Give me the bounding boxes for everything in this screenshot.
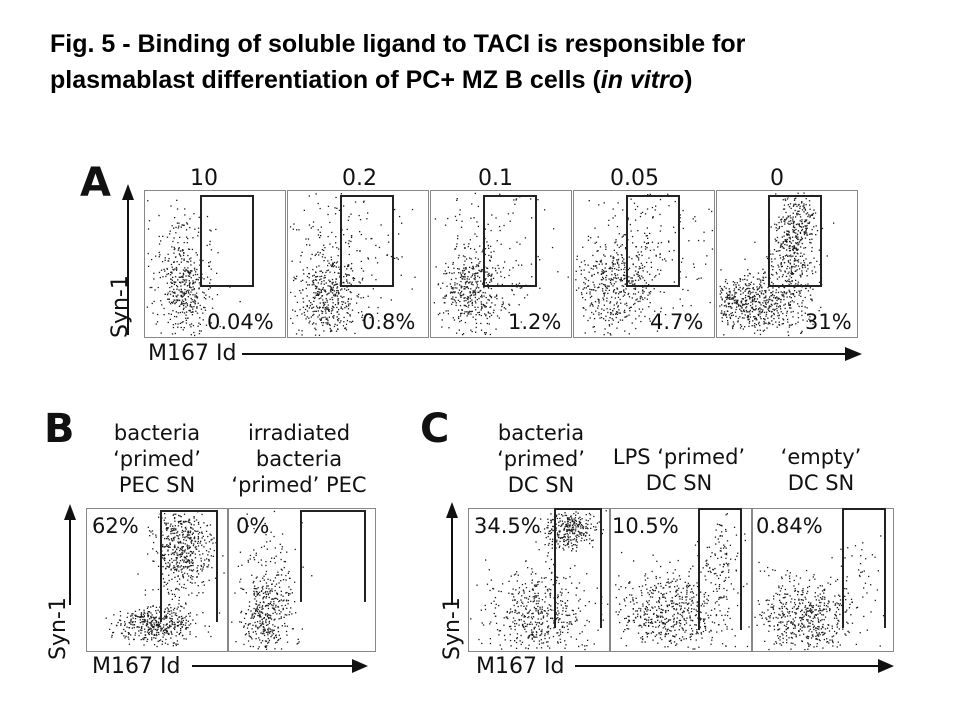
panel-c-condition-1-line3: DC SN (507, 473, 575, 497)
panel-b-x-arrowhead (352, 659, 368, 673)
panel-c-plot-2-dots (615, 513, 750, 650)
panel-a-gate-1 (200, 195, 254, 287)
panel-b-condition-2: irradiated bacteria ‘primed’ PEC (224, 420, 374, 498)
panel-c-y-arrowhead (446, 502, 458, 518)
panel-a-y-label: Syn-1 (108, 275, 133, 338)
panel-c-condition-3: ‘empty’ DC SN (756, 444, 886, 496)
panel-a-conc-2: 0.2 (342, 166, 377, 191)
panel-a-conc-3: 0.1 (478, 166, 513, 191)
panel-a-y-arrowhead (122, 184, 134, 200)
panel-b-condition-2-line3: ‘primed’ PEC (231, 473, 367, 497)
panel-c-condition-1-line1: bacteria (497, 421, 585, 445)
panel-a-pct-4: 4.7% (650, 310, 704, 334)
panel-c-pct-1: 34.5% (474, 514, 541, 538)
panel-b-condition-2-line2: bacteria (255, 447, 343, 471)
panel-b-condition-1-line1: bacteria (113, 421, 201, 445)
panel-c-condition-1: bacteria ‘primed’ DC SN (476, 420, 606, 498)
panel-b-gate-1 (160, 510, 218, 622)
panel-b-pct-2: 0% (236, 514, 270, 538)
panel-c-plot-2 (610, 508, 752, 652)
panel-a-plot-2 (287, 190, 429, 338)
panel-c-gate-1 (554, 508, 602, 628)
panel-b-condition-2-line1: irradiated (247, 421, 351, 445)
panel-a-gate-4 (626, 195, 680, 287)
figure-title: Fig. 5 - Binding of soluble ligand to TA… (50, 26, 950, 98)
figure-title-line2: plasmablast differentiation of PC+ MZ B … (50, 66, 601, 94)
panel-a-plot-3 (430, 190, 572, 338)
panel-c-x-arrowhead (878, 659, 894, 673)
panel-a-gate-3 (483, 195, 537, 287)
panel-a-gate-5 (768, 195, 822, 287)
panel-a-conc-1: 10 (190, 166, 218, 191)
panel-b-condition-1-line3: PEC SN (118, 473, 196, 497)
panel-b-condition-1-line2: ‘primed’ (113, 447, 201, 471)
panel-a-plot-5 (716, 190, 858, 338)
panel-a-x-label: M167 Id (148, 341, 237, 366)
panel-a-plot-3-dots (433, 192, 569, 336)
panel-c-gate-2 (698, 508, 742, 630)
panel-c-plot-3 (752, 508, 894, 652)
panel-c-condition-2-line2: DC SN (645, 471, 713, 495)
panel-b-x-label: M167 Id (92, 654, 181, 679)
panel-a-conc-4: 0.05 (610, 166, 659, 191)
panel-a-plot-4-dots (575, 193, 714, 336)
figure-title-italic: in vitro (600, 66, 685, 94)
panel-a-plot-4 (573, 190, 715, 338)
panel-c-pct-2: 10.5% (612, 514, 679, 538)
panel-a-gate-2 (340, 195, 394, 287)
panel-c-plot-3-dots (754, 535, 885, 651)
panel-b-condition-1: bacteria ‘primed’ PEC SN (92, 420, 222, 498)
panel-b-y-label: Syn-1 (46, 597, 71, 660)
panel-a-plot-5-dots (719, 192, 835, 337)
panel-b-pct-1: 62% (92, 514, 139, 538)
panel-b-letter: B (44, 406, 75, 452)
panel-a-letter: A (80, 160, 111, 206)
panel-b-plot-2-dots (231, 510, 313, 650)
panel-c-y-label: Syn-1 (440, 597, 465, 660)
panel-c-condition-3-line1: ‘empty’ (780, 445, 862, 469)
panel-a-pct-5: 31% (805, 310, 852, 334)
panel-c-pct-3: 0.84% (756, 514, 823, 538)
panel-c-x-label: M167 Id (476, 654, 565, 679)
panel-c-condition-2-line1: LPS ‘primed’ (612, 445, 746, 469)
panel-c-gate-3 (842, 508, 886, 628)
panel-c-condition-1-line2: ‘primed’ (497, 447, 585, 471)
panel-a-x-arrowhead (845, 347, 862, 361)
panel-a-plot-1-dots (146, 199, 241, 337)
panel-c-letter: C (420, 406, 450, 452)
panel-c-condition-3-line2: DC SN (787, 471, 855, 495)
panel-a-pct-3: 1.2% (508, 310, 562, 334)
panel-b-plot-1-dots (105, 510, 225, 648)
panel-b-plot-1 (86, 508, 228, 652)
figure-title-line2-end: ) (684, 66, 693, 94)
figure-title-line1: Fig. 5 - Binding of soluble ligand to TA… (50, 30, 746, 58)
panel-a-plot-1 (144, 190, 286, 338)
panel-c-condition-2: LPS ‘primed’ DC SN (604, 444, 754, 496)
panel-a-conc-5: 0 (770, 166, 784, 191)
panel-a-pct-1: 0.04% (207, 310, 274, 334)
panel-a-plot-2-dots (289, 193, 416, 336)
panel-b-y-arrowhead (64, 504, 76, 520)
panel-b-gate-2 (300, 510, 366, 602)
panel-b-plot-2 (228, 508, 376, 652)
panel-a-pct-2: 0.8% (362, 310, 416, 334)
